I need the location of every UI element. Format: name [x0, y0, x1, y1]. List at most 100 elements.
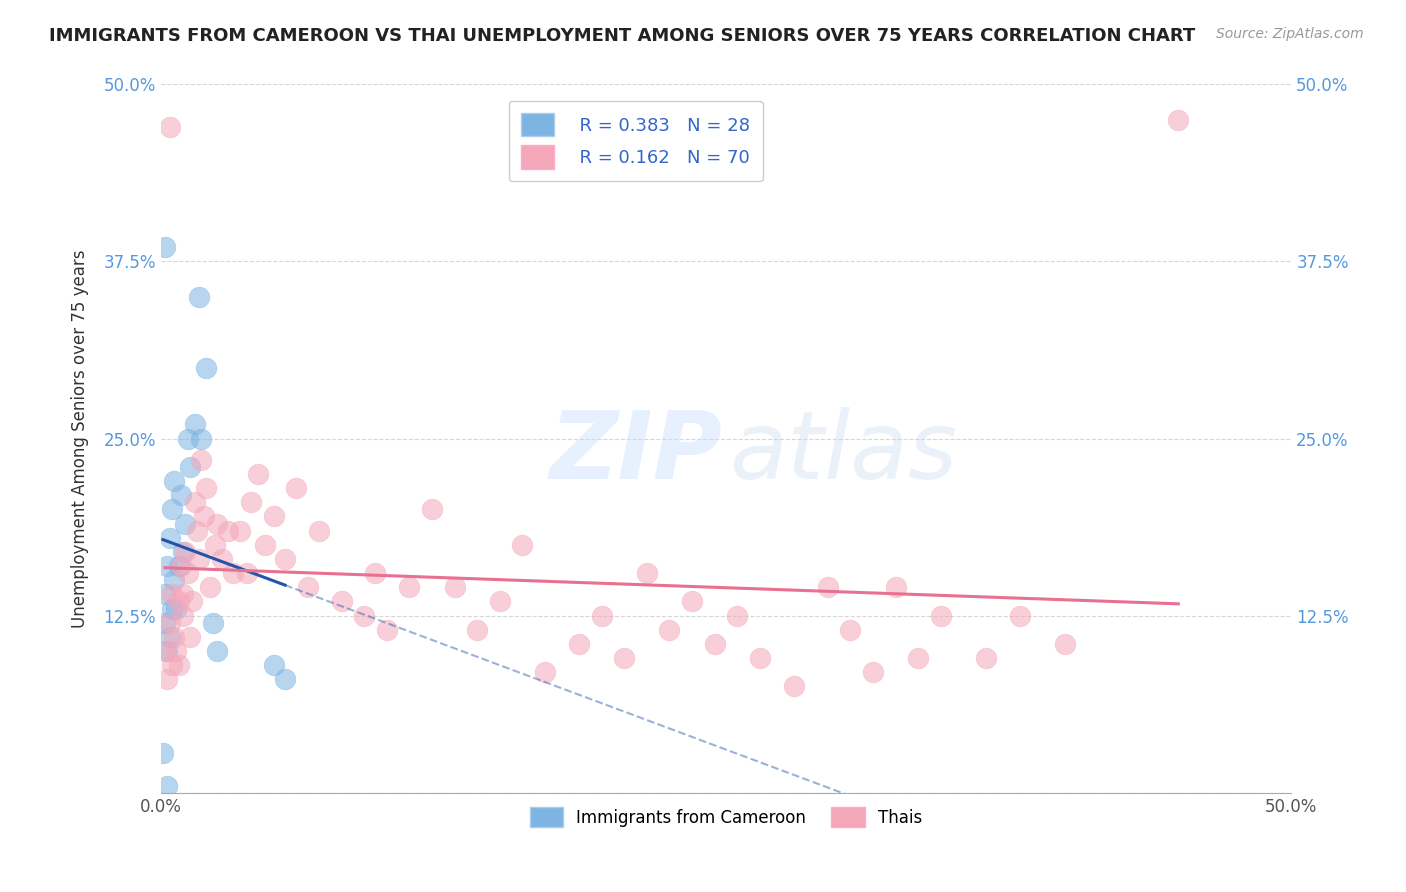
Point	[163, 573, 186, 587]
Point	[193, 509, 215, 524]
Point	[174, 545, 197, 559]
Point	[186, 524, 208, 538]
Point	[174, 516, 197, 531]
Point	[167, 594, 190, 608]
Text: atlas: atlas	[730, 408, 957, 499]
Point	[160, 587, 183, 601]
Point	[190, 432, 212, 446]
Point	[1054, 637, 1077, 651]
Point	[156, 673, 179, 687]
Point	[443, 580, 465, 594]
Point	[194, 360, 217, 375]
Point	[160, 601, 183, 615]
Point	[179, 630, 201, 644]
Point	[160, 502, 183, 516]
Point	[205, 516, 228, 531]
Point	[884, 580, 907, 594]
Point	[153, 587, 176, 601]
Point	[308, 524, 330, 538]
Point	[153, 644, 176, 658]
Point	[240, 495, 263, 509]
Point	[156, 644, 179, 658]
Point	[222, 566, 245, 580]
Point	[156, 779, 179, 793]
Point	[613, 651, 636, 665]
Point	[658, 623, 681, 637]
Point	[274, 552, 297, 566]
Point	[152, 746, 174, 760]
Point	[188, 290, 211, 304]
Point	[211, 552, 233, 566]
Point	[179, 459, 201, 474]
Point	[181, 594, 204, 608]
Point	[170, 488, 193, 502]
Point	[190, 452, 212, 467]
Point	[163, 474, 186, 488]
Point	[177, 432, 200, 446]
Point	[172, 608, 194, 623]
Point	[375, 623, 398, 637]
Point	[160, 658, 183, 673]
Point	[568, 637, 591, 651]
Text: Source: ZipAtlas.com: Source: ZipAtlas.com	[1216, 27, 1364, 41]
Point	[153, 240, 176, 254]
Point	[907, 651, 929, 665]
Point	[534, 665, 557, 680]
Point	[159, 120, 181, 134]
Point	[235, 566, 257, 580]
Point	[725, 608, 748, 623]
Point	[420, 502, 443, 516]
Point	[172, 587, 194, 601]
Point	[364, 566, 387, 580]
Point	[204, 538, 226, 552]
Point	[205, 644, 228, 658]
Point	[285, 481, 308, 495]
Point	[253, 538, 276, 552]
Text: ZIP: ZIP	[550, 407, 723, 499]
Point	[201, 615, 224, 630]
Point	[194, 481, 217, 495]
Point	[153, 615, 176, 630]
Point	[488, 594, 510, 608]
Point	[1008, 608, 1031, 623]
Point	[817, 580, 839, 594]
Point	[783, 680, 806, 694]
Text: IMMIGRANTS FROM CAMEROON VS THAI UNEMPLOYMENT AMONG SENIORS OVER 75 YEARS CORREL: IMMIGRANTS FROM CAMEROON VS THAI UNEMPLO…	[49, 27, 1195, 45]
Point	[330, 594, 353, 608]
Point	[263, 658, 285, 673]
Point	[183, 495, 205, 509]
Point	[159, 630, 181, 644]
Point	[172, 545, 194, 559]
Point	[274, 673, 297, 687]
Point	[163, 630, 186, 644]
Point	[1167, 112, 1189, 127]
Point	[170, 559, 193, 574]
Point	[246, 467, 269, 481]
Point	[353, 608, 375, 623]
Point	[188, 552, 211, 566]
Point	[165, 644, 187, 658]
Point	[703, 637, 725, 651]
Point	[591, 608, 613, 623]
Point	[156, 559, 179, 574]
Point	[636, 566, 658, 580]
Point	[159, 615, 181, 630]
Point	[512, 538, 534, 552]
Point	[974, 651, 997, 665]
Point	[200, 580, 222, 594]
Point	[681, 594, 703, 608]
Point	[159, 531, 181, 545]
Point	[217, 524, 239, 538]
Point	[297, 580, 319, 594]
Point	[748, 651, 770, 665]
Y-axis label: Unemployment Among Seniors over 75 years: Unemployment Among Seniors over 75 years	[72, 249, 89, 628]
Point	[465, 623, 488, 637]
Point	[165, 601, 187, 615]
Point	[839, 623, 862, 637]
Point	[862, 665, 884, 680]
Point	[183, 417, 205, 432]
Point	[398, 580, 420, 594]
Point	[177, 566, 200, 580]
Point	[229, 524, 252, 538]
Point	[929, 608, 952, 623]
